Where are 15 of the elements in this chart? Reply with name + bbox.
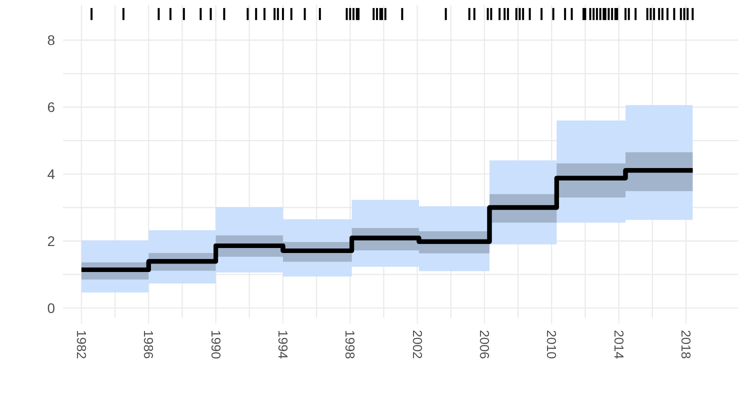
- x-tick-label: 2014: [611, 330, 626, 359]
- x-tick-label: 2018: [678, 330, 694, 359]
- x-tick-label: 1990: [208, 330, 224, 359]
- x-tick-label: 1986: [141, 330, 156, 359]
- x-tick-label: 1998: [342, 330, 358, 359]
- y-tick-label: 4: [47, 166, 56, 182]
- x-tick-label: 1994: [275, 330, 290, 359]
- x-tick-label: 1982: [74, 330, 89, 359]
- y-tick-label: 0: [47, 300, 56, 316]
- y-tick-label: 6: [47, 99, 56, 116]
- x-tick-label: 2010: [544, 330, 560, 359]
- y-tick-label: 8: [47, 32, 56, 48]
- x-tick-label: 2002: [410, 330, 425, 359]
- y-tick-label: 2: [47, 232, 56, 249]
- x-tick-label: 2006: [476, 330, 492, 359]
